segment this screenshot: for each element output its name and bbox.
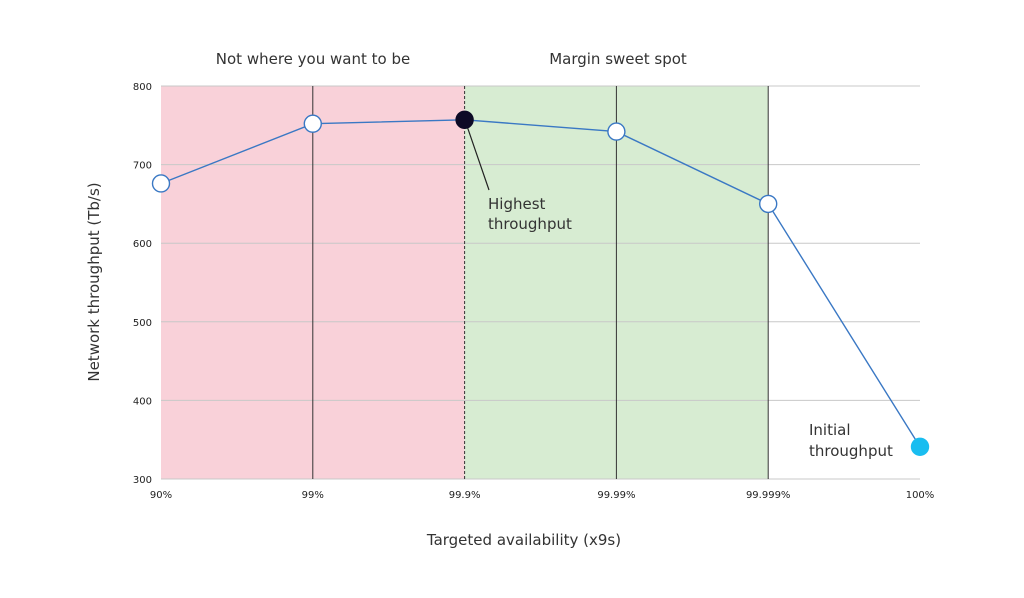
initial-throughput-label-line-2: throughput: [809, 442, 893, 460]
data-point-4: [607, 122, 626, 141]
highest-throughput-leader-line: [467, 127, 490, 191]
y-tick-label-800: 800: [133, 82, 152, 93]
series-line: [160, 119, 921, 448]
y-tick-label-500: 500: [133, 318, 152, 329]
x-tick-label-5: 99.999%: [746, 490, 791, 501]
data-point-6: [910, 437, 930, 456]
region-label-margin-sweet-spot: Margin sweet spot: [549, 50, 687, 68]
region-label-not-where-you-want: Not where you want to be: [216, 50, 410, 68]
x-tick-label-4: 99.99%: [597, 490, 635, 501]
x-tick-label-2: 99%: [302, 490, 324, 501]
initial-throughput-label-line-1: Initial: [809, 421, 851, 439]
data-point-3: [455, 110, 474, 129]
x-axis-title: Targeted availability (x9s): [426, 531, 621, 549]
highest-throughput-label-line-2: throughput: [488, 215, 572, 233]
data-point-1: [151, 174, 171, 193]
y-tick-label-600: 600: [133, 239, 152, 250]
y-tick-label-700: 700: [133, 161, 152, 172]
x-tick-label-1: 90%: [150, 490, 172, 501]
x-tick-label-6: 100%: [906, 490, 935, 501]
labels-layer: Targeted availability (x9s) Network thro…: [85, 50, 893, 549]
y-axis-title: Network throughput (Tb/s): [85, 182, 103, 381]
series-layer: [160, 119, 921, 448]
data-point-5: [759, 194, 778, 214]
data-point-2: [303, 114, 322, 133]
points-layer: [151, 110, 930, 456]
highest-throughput-label-line-1: Highest: [488, 195, 546, 213]
y-tick-label-400: 400: [133, 396, 152, 407]
ticks-layer: 300 400 500 600 700 800 90% 99% 99.9% 99.99% 99.99…: [133, 82, 934, 501]
y-tick-label-300: 300: [133, 475, 152, 486]
x-tick-label-3: 99.9%: [449, 490, 481, 501]
dividers-layer: [312, 86, 769, 479]
